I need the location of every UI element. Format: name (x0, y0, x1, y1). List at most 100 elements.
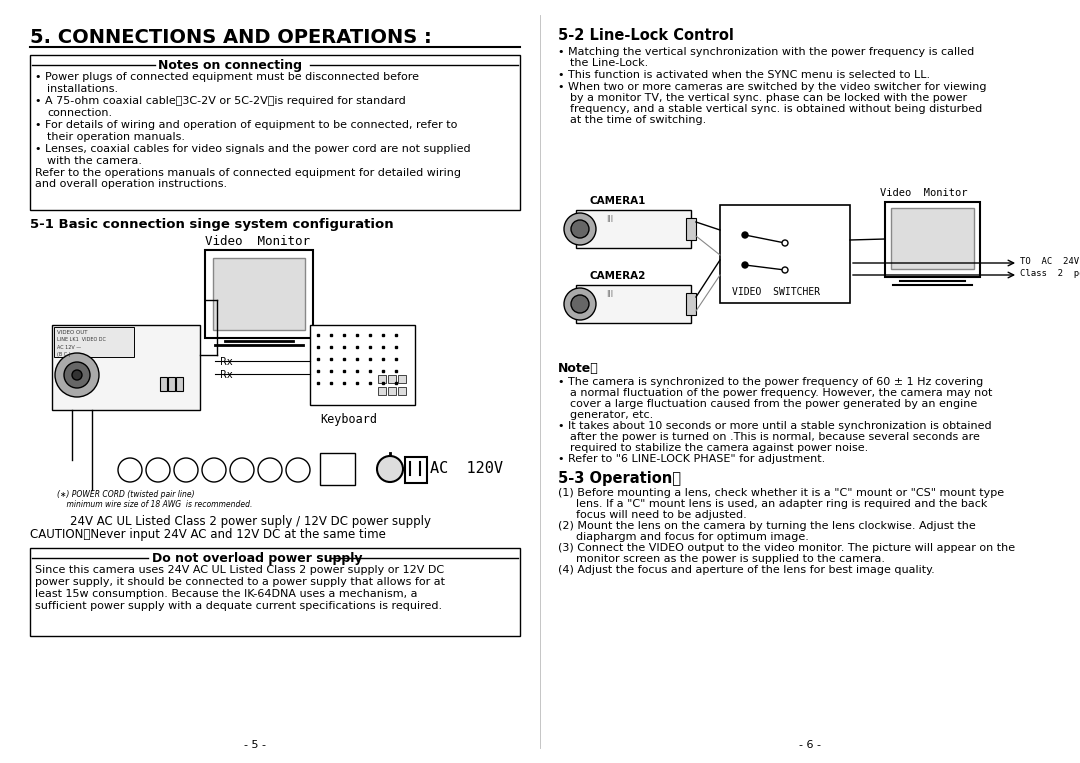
Bar (885, 202, 980, 277)
Bar (399, 375, 406, 383)
Text: - 5 -: - 5 - (244, 740, 266, 750)
Circle shape (377, 456, 403, 482)
Circle shape (782, 267, 788, 273)
Text: Video  Monitor: Video Monitor (880, 188, 968, 198)
Text: after the power is turned on .This is normal, because several seconds are: after the power is turned on .This is no… (570, 432, 980, 442)
Text: the Line-Lock.: the Line-Lock. (570, 58, 648, 68)
Text: monitor screen as the power is supplied to the camera.: monitor screen as the power is supplied … (576, 554, 885, 564)
Text: |||: ||| (606, 290, 613, 297)
Bar (52, 325, 200, 410)
Bar (54, 327, 134, 357)
Circle shape (782, 240, 788, 246)
Bar (576, 285, 691, 323)
Bar (30, 548, 519, 636)
Bar (720, 205, 850, 303)
Text: |||: ||| (606, 215, 613, 222)
Text: AC  120V: AC 120V (430, 461, 503, 476)
Text: AC 12V —: AC 12V — (57, 345, 81, 350)
Text: Note：: Note： (558, 362, 598, 375)
Text: diaphargm and focus for optimum image.: diaphargm and focus for optimum image. (576, 532, 809, 542)
Bar (399, 387, 406, 395)
Bar (205, 250, 313, 338)
Text: • Matching the vertical synchronization with the power frequency is called: • Matching the vertical synchronization … (558, 47, 974, 57)
Text: CAMERA1: CAMERA1 (590, 196, 646, 206)
Text: by a monitor TV, the vertical sync. phase can be locked with the power: by a monitor TV, the vertical sync. phas… (570, 93, 967, 103)
Circle shape (230, 458, 254, 482)
Circle shape (564, 213, 596, 245)
Text: • Refer to "6 LINE-LOCK PHASE" for adjustment.: • Refer to "6 LINE-LOCK PHASE" for adjus… (558, 454, 825, 464)
Text: LINE LK1  VIDEO DC: LINE LK1 VIDEO DC (57, 337, 106, 342)
Circle shape (742, 232, 748, 238)
Text: (1) Before mounting a lens, check whether it is a "C" mount or "CS" mount type: (1) Before mounting a lens, check whethe… (558, 488, 1004, 498)
Text: • Lenses, coaxial cables for video signals and the power cord are not supplied: • Lenses, coaxial cables for video signa… (35, 144, 471, 154)
Text: Do not overload power supply: Do not overload power supply (152, 552, 363, 565)
Text: minimum wire size of 18 AWG  is recommended.: minimum wire size of 18 AWG is recommend… (57, 500, 253, 509)
Circle shape (174, 458, 198, 482)
Bar (891, 208, 974, 269)
Text: a normal fluctuation of the power frequency. However, the camera may not: a normal fluctuation of the power freque… (570, 388, 993, 398)
Text: • Power plugs of connected equipment must be disconnected before: • Power plugs of connected equipment mus… (35, 72, 419, 82)
Text: Class  2  power  supply: Class 2 power supply (1020, 269, 1080, 278)
Text: connection.: connection. (48, 108, 112, 118)
Text: Refer to the operations manuals of connected equipment for detailed wiring: Refer to the operations manuals of conne… (35, 168, 461, 178)
Circle shape (118, 458, 141, 482)
Text: - 6 -: - 6 - (799, 740, 821, 750)
Bar (388, 387, 396, 395)
Text: with the camera.: with the camera. (48, 156, 141, 166)
Circle shape (258, 458, 282, 482)
Text: • When two or more cameras are switched by the video switcher for viewing: • When two or more cameras are switched … (558, 82, 986, 92)
Text: VIDEO  SWITCHER: VIDEO SWITCHER (732, 287, 820, 297)
Text: • This function is activated when the SYNC menu is selected to LL.: • This function is activated when the SY… (558, 70, 930, 80)
Text: • For details of wiring and operation of equipment to be connected, refer to: • For details of wiring and operation of… (35, 120, 457, 130)
Circle shape (202, 458, 226, 482)
Text: VIDEO OUT: VIDEO OUT (57, 330, 87, 335)
Text: TO  AC  24V  UL  Listed: TO AC 24V UL Listed (1020, 257, 1080, 266)
Circle shape (146, 458, 170, 482)
Circle shape (742, 262, 748, 268)
Text: • It takes about 10 seconds or more until a stable synchronization is obtained: • It takes about 10 seconds or more unti… (558, 421, 991, 431)
Circle shape (55, 353, 99, 397)
Bar (686, 218, 696, 240)
Text: sufficient power supply with a dequate current specifications is required.: sufficient power supply with a dequate c… (35, 601, 442, 611)
Text: and overall operation instructions.: and overall operation instructions. (35, 179, 227, 189)
Text: (4) Adjust the focus and aperture of the lens for best image quality.: (4) Adjust the focus and aperture of the… (558, 565, 935, 575)
Circle shape (571, 220, 589, 238)
Text: power supply, it should be connected to a power supply that allows for at: power supply, it should be connected to … (35, 577, 445, 587)
Text: 24V AC UL Listed Class 2 power suply / 12V DC power supply: 24V AC UL Listed Class 2 power suply / 1… (70, 515, 431, 528)
Bar (168, 377, 175, 391)
Bar (378, 387, 386, 395)
Text: 5-2 Line-Lock Control: 5-2 Line-Lock Control (558, 28, 734, 43)
Text: frequency, and a stable vertical sync. is obtained without being disturbed: frequency, and a stable vertical sync. i… (570, 104, 982, 114)
Text: (2) Mount the lens on the camera by turning the lens clockwise. Adjust the: (2) Mount the lens on the camera by turn… (558, 521, 975, 531)
Text: least 15w consumption. Because the IK-64DNA uses a mechanism, a: least 15w consumption. Because the IK-64… (35, 589, 418, 599)
Bar (30, 55, 519, 210)
Text: their operation manuals.: their operation manuals. (48, 132, 185, 142)
Bar (405, 457, 427, 483)
Bar (213, 258, 305, 330)
Bar (378, 375, 386, 383)
Text: Keyboard: Keyboard (320, 413, 377, 426)
Text: CAMERA2: CAMERA2 (590, 271, 646, 281)
Text: generator, etc.: generator, etc. (570, 410, 653, 420)
Text: (B C ): (B C ) (57, 352, 70, 357)
Text: focus will need to be adjusted.: focus will need to be adjusted. (576, 510, 746, 520)
Text: Rx: Rx (220, 357, 232, 367)
Text: 5-3 Operation：: 5-3 Operation： (558, 471, 681, 486)
Bar (160, 377, 167, 391)
Bar (310, 325, 415, 405)
Text: • The camera is synchronized to the power frequency of 60 ± 1 Hz covering: • The camera is synchronized to the powe… (558, 377, 983, 387)
Bar (686, 293, 696, 315)
Text: required to stabilize the camera against power noise.: required to stabilize the camera against… (570, 443, 868, 453)
Text: 5. CONNECTIONS AND OPERATIONS :: 5. CONNECTIONS AND OPERATIONS : (30, 28, 432, 47)
Bar (576, 210, 691, 248)
Bar (388, 375, 396, 383)
Text: 5-1 Basic connection singe system configuration: 5-1 Basic connection singe system config… (30, 218, 393, 231)
Text: • A 75-ohm coaxial cable（3C-2V or 5C-2V）is required for standard: • A 75-ohm coaxial cable（3C-2V or 5C-2V）… (35, 96, 406, 106)
Circle shape (571, 295, 589, 313)
Text: installations.: installations. (48, 84, 118, 94)
Text: (3) Connect the VIDEO output to the video monitor. The picture will appear on th: (3) Connect the VIDEO output to the vide… (558, 543, 1015, 553)
Circle shape (64, 362, 90, 388)
Text: Rx: Rx (220, 370, 232, 380)
Text: (∗) POWER CORD (twisted pair line): (∗) POWER CORD (twisted pair line) (57, 490, 194, 499)
Circle shape (564, 288, 596, 320)
